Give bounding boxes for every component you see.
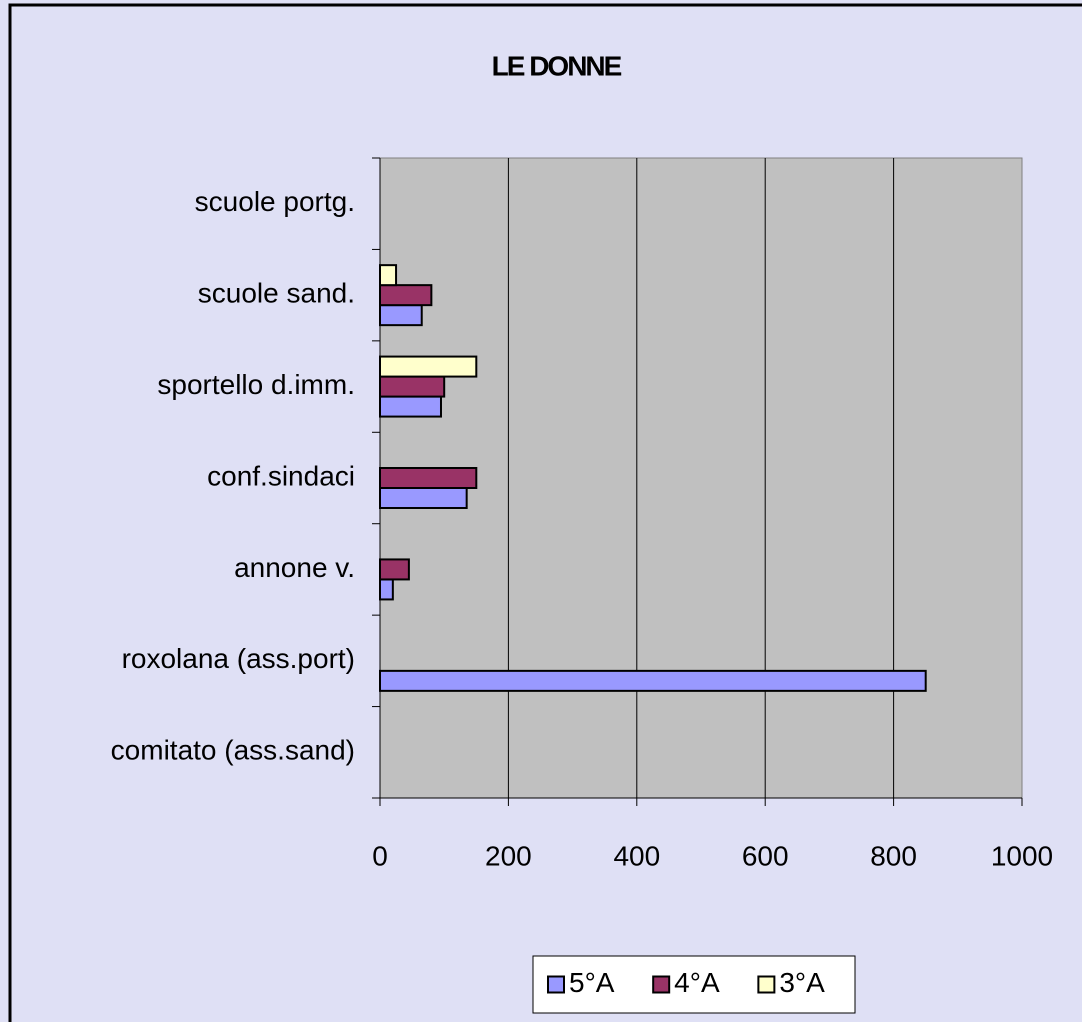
y-tick-label: scuole portg. xyxy=(195,186,355,217)
bar xyxy=(379,467,478,489)
legend-swatch xyxy=(757,975,776,994)
y-tick-label: sportello d.imm. xyxy=(157,369,355,400)
bar xyxy=(379,375,446,398)
bar xyxy=(379,304,423,327)
y-tick-label: scuole sand. xyxy=(198,278,355,309)
bar xyxy=(379,578,394,601)
legend-label: 5°A xyxy=(569,967,615,998)
x-tick-label: 600 xyxy=(742,840,789,871)
x-tick-label: 1000 xyxy=(991,840,1053,871)
bar xyxy=(379,558,410,581)
x-tick-label: 200 xyxy=(485,840,532,871)
chart-title: LE DONNE xyxy=(492,50,622,81)
x-tick-label: 400 xyxy=(613,840,660,871)
y-tick-label: comitato (ass.sand) xyxy=(111,735,355,766)
y-tick-label: conf.sindaci xyxy=(207,460,355,491)
x-tick-label: 800 xyxy=(870,840,917,871)
legend-swatch xyxy=(547,975,565,994)
y-tick-label: roxolana (ass.port) xyxy=(122,643,355,674)
legend-box xyxy=(532,955,856,1014)
bar xyxy=(379,487,468,509)
bar xyxy=(379,669,927,692)
x-tick-label: 0 xyxy=(372,840,388,871)
legend-swatch xyxy=(652,975,671,994)
bar xyxy=(379,355,478,378)
bar xyxy=(379,284,433,307)
y-tick-label: annone v. xyxy=(234,552,355,583)
bar xyxy=(379,264,398,287)
legend-label: 4°A xyxy=(674,967,720,998)
legend-label: 3°A xyxy=(779,967,825,998)
bar xyxy=(379,395,442,418)
